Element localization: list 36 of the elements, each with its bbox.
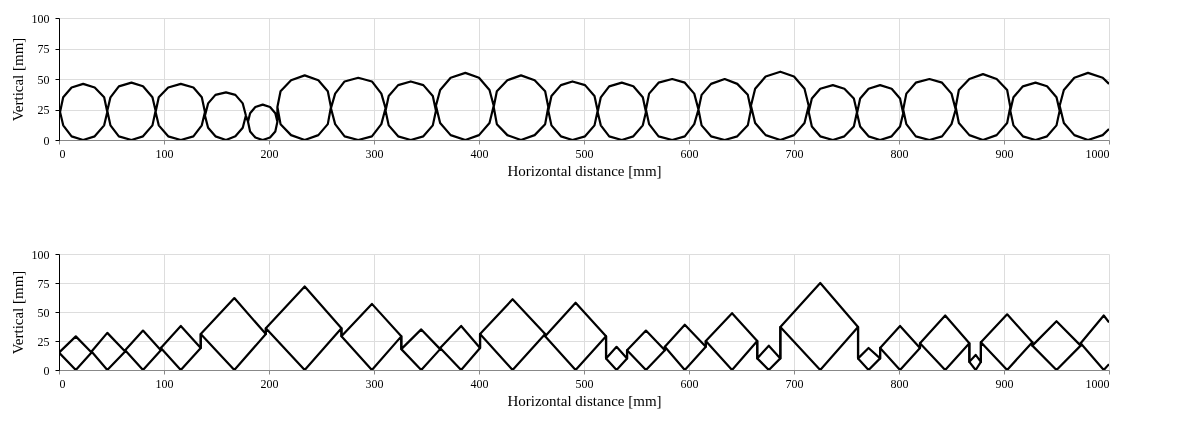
y-tick-label: 75 [37, 42, 50, 56]
y-tick-label: 0 [43, 133, 50, 148]
y-axis-title: Vertical [mm] [9, 270, 26, 355]
x-tick-label: 400 [470, 376, 489, 391]
x-tick-label: 700 [785, 146, 804, 161]
x-tick-label: 0 [59, 146, 66, 161]
y-tick-label: 50 [37, 72, 50, 87]
y-tick-label: 75 [37, 276, 50, 291]
x-tick-label: 700 [785, 376, 804, 391]
y-tick-label: 100 [31, 11, 50, 26]
x-tick-label: 900 [995, 376, 1014, 391]
y-axis-title: Vertical [mm] [9, 37, 26, 122]
x-tick-label: 100 [155, 376, 174, 391]
x-tick-label: 900 [995, 146, 1014, 161]
x-tick-label: 100 [155, 146, 174, 161]
x-tick-label: 200 [260, 146, 279, 161]
x-tick-label: 0 [59, 376, 66, 391]
x-tick-label: 1000 [1085, 376, 1110, 391]
x-tick-label: 800 [890, 146, 909, 161]
x-tick-label: 600 [680, 146, 699, 161]
x-tick-label: 300 [365, 146, 384, 161]
x-axis-title: Horizontal distance [mm] [507, 392, 662, 409]
x-axis-title: Horizontal distance [mm] [507, 162, 662, 179]
x-tick-label: 800 [890, 376, 909, 391]
x-tick-label: 400 [470, 146, 489, 161]
x-tick-label: 1000 [1085, 146, 1110, 161]
x-tick-label: 200 [260, 376, 279, 391]
x-tick-label: 500 [575, 146, 594, 161]
y-tick-label: 0 [43, 363, 50, 378]
y-tick-label: 50 [37, 305, 50, 320]
y-tick-label: 25 [37, 334, 50, 349]
x-tick-label: 500 [575, 376, 594, 391]
y-tick-label: 100 [31, 247, 50, 262]
x-tick-label: 300 [365, 376, 384, 391]
y-tick-label: 25 [37, 103, 50, 117]
x-tick-label: 600 [680, 376, 699, 391]
